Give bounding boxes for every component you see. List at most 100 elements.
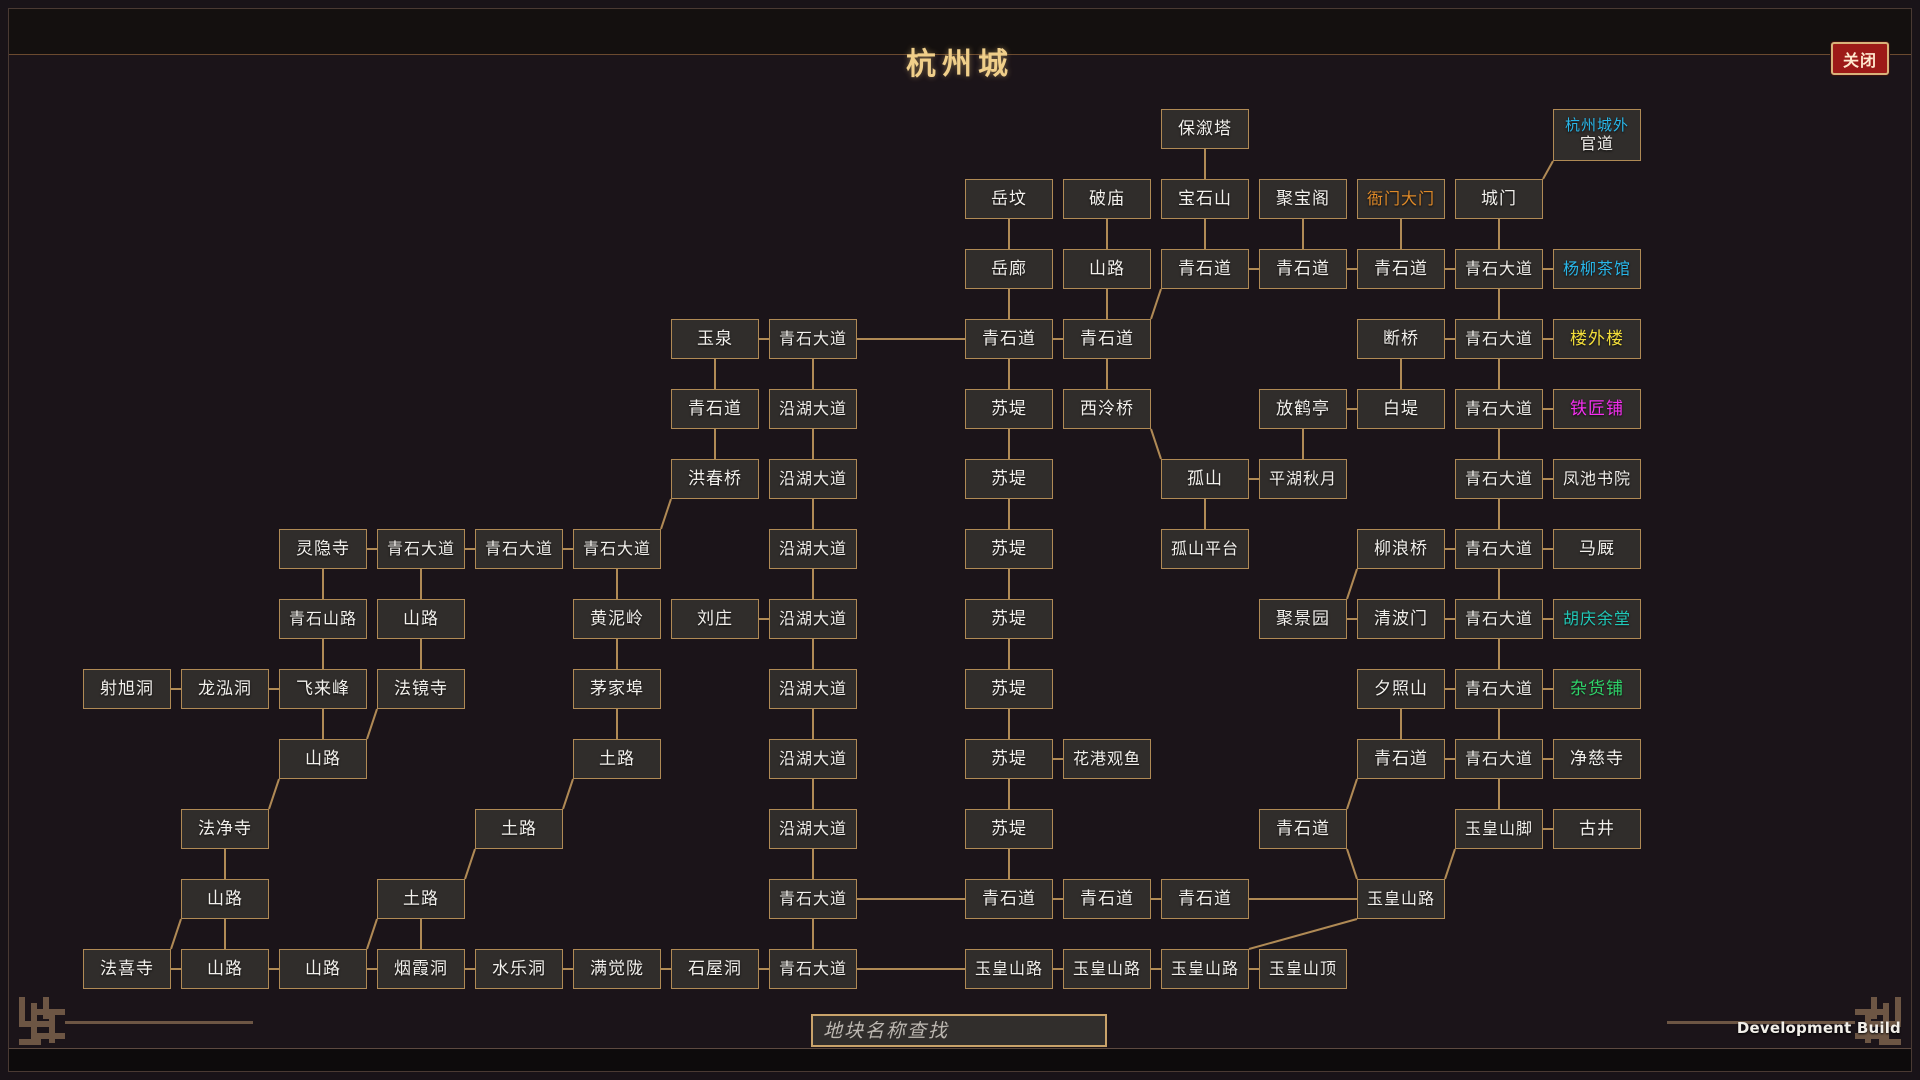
map-node[interactable]: 青石大道 [573,529,661,569]
map-node[interactable]: 玉皇山路 [1161,949,1249,989]
map-node[interactable]: 沿湖大道 [769,669,857,709]
map-node[interactable]: 城门 [1455,179,1543,219]
map-node[interactable]: 黄泥岭 [573,599,661,639]
map-node[interactable]: 射旭洞 [83,669,171,709]
map-node[interactable]: 孤山平台 [1161,529,1249,569]
map-node[interactable]: 满觉陇 [573,949,661,989]
map-node[interactable]: 沿湖大道 [769,529,857,569]
map-node[interactable]: 苏堤 [965,459,1053,499]
map-node[interactable]: 清波门 [1357,599,1445,639]
close-button[interactable]: 关闭 [1831,42,1889,75]
map-node[interactable]: 杂货铺 [1553,669,1641,709]
map-canvas[interactable]: 保溆塔 杭州城外 官道 岳坟 破庙 宝石山 聚宝阁 衙门大门 城门 岳廊 山路 青石道 青石道 青石道 青石… [9,9,1911,1071]
map-node[interactable]: 宝石山 [1161,179,1249,219]
map-node[interactable]: 破庙 [1063,179,1151,219]
map-node[interactable]: 孤山 [1161,459,1249,499]
map-node[interactable]: 聚宝阁 [1259,179,1347,219]
map-node[interactable]: 灵隐寺 [279,529,367,569]
map-node[interactable]: 茅家埠 [573,669,661,709]
map-node[interactable]: 玉皇山路 [1063,949,1151,989]
map-node[interactable]: 山路 [181,879,269,919]
search-box[interactable] [811,1014,1107,1047]
map-node[interactable]: 白堤 [1357,389,1445,429]
map-node[interactable]: 青石道 [1063,879,1151,919]
search-input[interactable] [813,1016,1105,1045]
map-node[interactable]: 青石道 [1161,249,1249,289]
map-node[interactable]: 聚景园 [1259,599,1347,639]
map-node[interactable]: 土路 [573,739,661,779]
map-node[interactable]: 夕照山 [1357,669,1445,709]
map-node[interactable]: 青石大道 [1455,599,1543,639]
map-node[interactable]: 断桥 [1357,319,1445,359]
map-node[interactable]: 青石大道 [1455,739,1543,779]
map-node[interactable]: 岳坟 [965,179,1053,219]
map-node[interactable]: 沿湖大道 [769,809,857,849]
map-node[interactable]: 岳廊 [965,249,1053,289]
map-node[interactable]: 法喜寺 [83,949,171,989]
map-node[interactable]: 保溆塔 [1161,109,1249,149]
map-node[interactable]: 青石大道 [1455,249,1543,289]
map-node[interactable]: 沿湖大道 [769,599,857,639]
map-node[interactable]: 法净寺 [181,809,269,849]
map-node[interactable]: 杭州城外 官道 [1553,109,1641,161]
map-node[interactable]: 法镜寺 [377,669,465,709]
map-node[interactable]: 龙泓洞 [181,669,269,709]
map-node[interactable]: 山路 [279,739,367,779]
map-node[interactable]: 平湖秋月 [1259,459,1347,499]
map-node[interactable]: 沿湖大道 [769,459,857,499]
map-node[interactable]: 青石道 [1357,249,1445,289]
map-node[interactable]: 沿湖大道 [769,389,857,429]
map-node[interactable]: 洪春桥 [671,459,759,499]
map-node[interactable]: 花港观鱼 [1063,739,1151,779]
map-node[interactable]: 青石大道 [1455,459,1543,499]
map-node[interactable]: 苏堤 [965,599,1053,639]
map-node[interactable]: 青石大道 [1455,529,1543,569]
map-node[interactable]: 苏堤 [965,669,1053,709]
map-node[interactable]: 烟霞洞 [377,949,465,989]
map-node[interactable]: 玉皇山顶 [1259,949,1347,989]
map-node[interactable]: 苏堤 [965,809,1053,849]
map-node[interactable]: 放鹤亭 [1259,389,1347,429]
map-node[interactable]: 青石大道 [769,319,857,359]
map-node[interactable]: 凤池书院 [1553,459,1641,499]
map-node[interactable]: 青石道 [1357,739,1445,779]
map-node[interactable]: 青石大道 [769,879,857,919]
map-node[interactable]: 青石道 [1161,879,1249,919]
map-node[interactable]: 青石道 [1063,319,1151,359]
map-node[interactable]: 杨柳茶馆 [1553,249,1641,289]
map-node[interactable]: 青石大道 [475,529,563,569]
map-node[interactable]: 山路 [279,949,367,989]
map-node[interactable]: 刘庄 [671,599,759,639]
map-node[interactable]: 楼外楼 [1553,319,1641,359]
map-node[interactable]: 胡庆余堂 [1553,599,1641,639]
map-node[interactable]: 青石道 [1259,809,1347,849]
map-node[interactable]: 山路 [181,949,269,989]
map-node[interactable]: 苏堤 [965,739,1053,779]
map-node[interactable]: 石屋洞 [671,949,759,989]
map-node[interactable]: 玉皇山脚 [1455,809,1543,849]
map-node[interactable]: 玉皇山路 [965,949,1053,989]
map-node[interactable]: 山路 [1063,249,1151,289]
map-node[interactable]: 青石大道 [769,949,857,989]
map-node[interactable]: 水乐洞 [475,949,563,989]
map-node[interactable]: 青石道 [671,389,759,429]
map-node[interactable]: 铁匠铺 [1553,389,1641,429]
map-node[interactable]: 飞来峰 [279,669,367,709]
map-node[interactable]: 土路 [475,809,563,849]
map-node[interactable]: 青石大道 [1455,669,1543,709]
map-node[interactable]: 青石山路 [279,599,367,639]
map-node[interactable]: 净慈寺 [1553,739,1641,779]
map-node[interactable]: 青石道 [1259,249,1347,289]
map-node[interactable]: 青石大道 [1455,389,1543,429]
map-node[interactable]: 青石大道 [377,529,465,569]
map-node[interactable]: 沿湖大道 [769,739,857,779]
map-node[interactable]: 衙门大门 [1357,179,1445,219]
map-node[interactable]: 青石道 [965,879,1053,919]
map-node[interactable]: 苏堤 [965,389,1053,429]
map-node[interactable]: 古井 [1553,809,1641,849]
map-node[interactable]: 玉泉 [671,319,759,359]
map-node[interactable]: 玉皇山路 [1357,879,1445,919]
map-node[interactable]: 柳浪桥 [1357,529,1445,569]
map-node[interactable]: 西泠桥 [1063,389,1151,429]
map-node[interactable]: 土路 [377,879,465,919]
